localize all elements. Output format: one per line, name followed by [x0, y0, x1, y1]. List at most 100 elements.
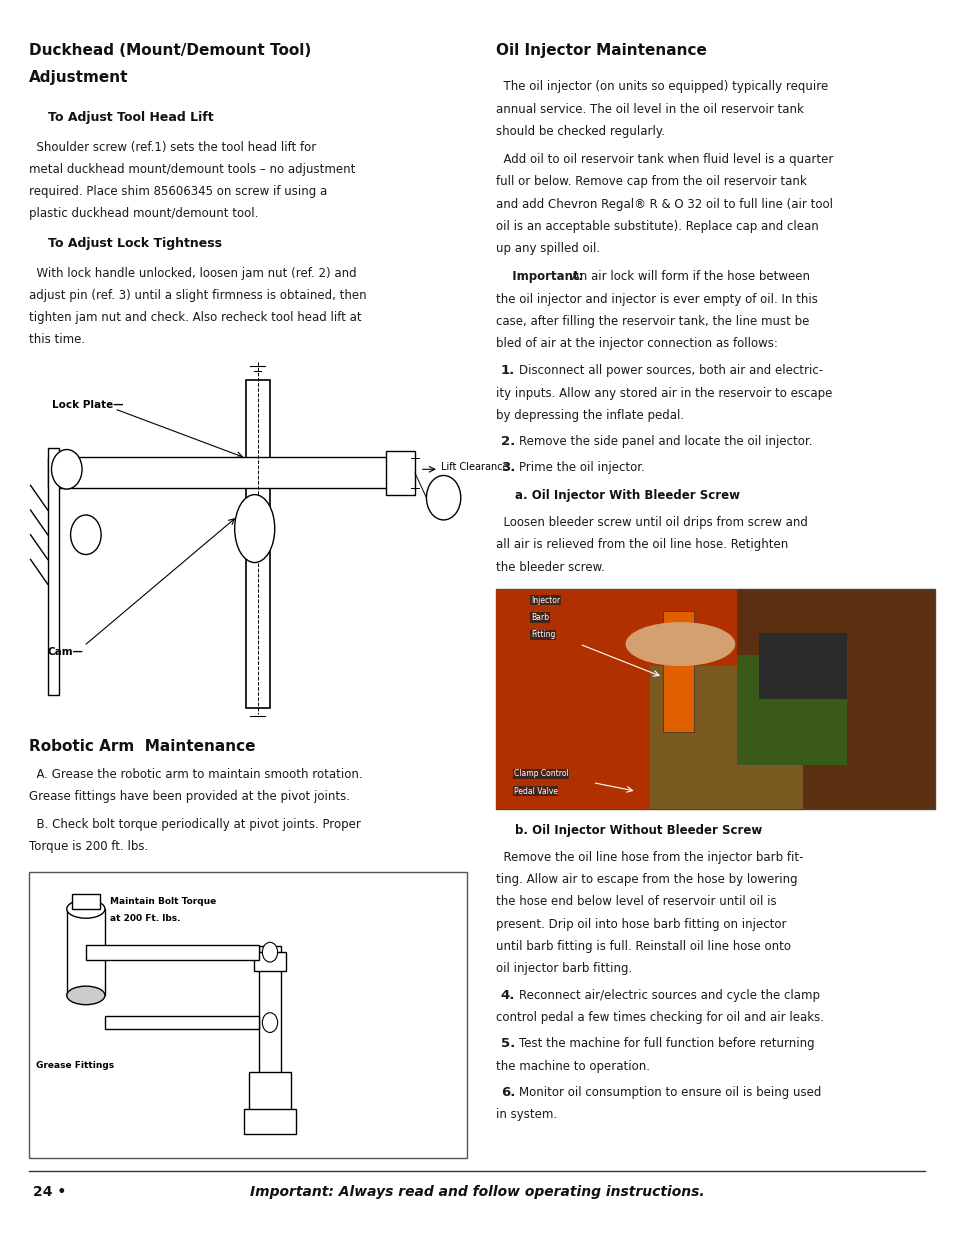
Text: all air is relieved from the oil line hose. Retighten: all air is relieved from the oil line ho…	[496, 538, 787, 552]
Text: annual service. The oil level in the oil reservoir tank: annual service. The oil level in the oil…	[496, 103, 803, 116]
Text: 1: 1	[439, 493, 447, 503]
Text: Disconnect all power sources, both air and electric-: Disconnect all power sources, both air a…	[518, 364, 822, 378]
Text: Duckhead (Mount/Demount Tool): Duckhead (Mount/Demount Tool)	[29, 43, 311, 58]
Text: Fitting: Fitting	[531, 630, 555, 640]
Text: Important: Always read and follow operating instructions.: Important: Always read and follow operat…	[250, 1184, 703, 1199]
Text: Lock Plate—: Lock Plate—	[52, 400, 124, 410]
Text: metal duckhead mount/demount tools – no adjustment: metal duckhead mount/demount tools – no …	[29, 163, 355, 177]
Text: by depressing the inflate pedal.: by depressing the inflate pedal.	[496, 409, 683, 422]
Text: the oil injector and injector is ever empty of oil. In this: the oil injector and injector is ever em…	[496, 293, 817, 306]
Bar	[496, 589, 934, 809]
Text: Lift Clearance: Lift Clearance	[440, 462, 508, 472]
Ellipse shape	[625, 622, 735, 666]
Circle shape	[71, 515, 101, 555]
Text: adjust pin (ref. 3) until a slight firmness is obtained, then: adjust pin (ref. 3) until a slight firmn…	[29, 289, 366, 303]
Text: required. Place shim 85606345 on screw if using a: required. Place shim 85606345 on screw i…	[29, 185, 327, 199]
Circle shape	[262, 1013, 277, 1032]
Text: b. Oil Injector Without Bleeder Screw: b. Oil Injector Without Bleeder Screw	[515, 824, 761, 837]
Text: the bleeder screw.: the bleeder screw.	[496, 561, 604, 574]
Bar	[737, 655, 846, 764]
Text: until barb fitting is full. Reinstall oil line hose onto: until barb fitting is full. Reinstall oi…	[496, 940, 790, 953]
Text: ting. Allow air to escape from the hose by lowering: ting. Allow air to escape from the hose …	[496, 873, 797, 887]
Text: Adjustment: Adjustment	[29, 70, 128, 85]
Text: in system.: in system.	[496, 1108, 557, 1121]
Text: With lock handle unlocked, loosen jam nut (ref. 2) and: With lock handle unlocked, loosen jam nu…	[29, 267, 355, 280]
Text: 4.: 4.	[500, 989, 515, 1003]
Text: tighten jam nut and check. Also recheck tool head lift at: tighten jam nut and check. Also recheck …	[29, 311, 361, 325]
Text: this time.: this time.	[29, 333, 85, 347]
Text: a. Oil Injector With Bleeder Screw: a. Oil Injector With Bleeder Screw	[515, 489, 740, 503]
Text: Injector: Injector	[531, 595, 559, 605]
Text: Robotic Arm  Maintenance: Robotic Arm Maintenance	[29, 739, 254, 753]
Text: 5.: 5.	[500, 1037, 515, 1051]
Text: Grease Fittings: Grease Fittings	[36, 1061, 114, 1071]
Bar	[246, 380, 270, 708]
Text: Remove the oil line hose from the injector barb fit-: Remove the oil line hose from the inject…	[496, 851, 802, 864]
Bar	[48, 448, 59, 695]
Text: oil injector barb fitting.: oil injector barb fitting.	[496, 962, 632, 976]
Text: Prime the oil injector.: Prime the oil injector.	[518, 461, 644, 474]
Text: 2.: 2.	[500, 435, 515, 448]
Text: Pedal Valve: Pedal Valve	[513, 787, 558, 795]
Bar	[649, 666, 802, 809]
Text: Oil Injector Maintenance: Oil Injector Maintenance	[496, 43, 706, 58]
Text: A. Grease the robotic arm to maintain smooth rotation.: A. Grease the robotic arm to maintain sm…	[29, 768, 362, 782]
Bar	[48, 457, 410, 488]
Bar	[253, 952, 286, 971]
Bar	[386, 451, 415, 495]
Text: 24 •: 24 •	[33, 1184, 67, 1199]
Circle shape	[426, 475, 460, 520]
Text: Grease fittings have been provided at the pivot joints.: Grease fittings have been provided at th…	[29, 790, 349, 804]
Text: the hose end below level of reservoir until oil is: the hose end below level of reservoir un…	[496, 895, 776, 909]
Text: bled of air at the injector connection as follows:: bled of air at the injector connection a…	[496, 337, 777, 351]
Circle shape	[262, 942, 277, 962]
Ellipse shape	[67, 900, 105, 919]
Text: To Adjust Tool Head Lift: To Adjust Tool Head Lift	[48, 111, 213, 125]
Text: control pedal a few times checking for oil and air leaks.: control pedal a few times checking for o…	[496, 1011, 823, 1025]
Text: B. Check bolt torque periodically at pivot joints. Proper: B. Check bolt torque periodically at piv…	[29, 818, 360, 831]
Text: 6.: 6.	[500, 1086, 515, 1099]
Text: 2: 2	[63, 464, 71, 474]
Bar	[71, 894, 100, 909]
Text: 1.: 1.	[500, 364, 515, 378]
Bar	[86, 945, 258, 960]
Text: present. Drip oil into hose barb fitting on injector: present. Drip oil into hose barb fitting…	[496, 918, 786, 931]
Text: 3.: 3.	[500, 461, 515, 474]
Text: Maintain Bolt Torque: Maintain Bolt Torque	[110, 897, 215, 905]
Text: Add oil to oil reservoir tank when fluid level is a quarter: Add oil to oil reservoir tank when fluid…	[496, 153, 833, 167]
Text: Reconnect air/electric sources and cycle the clamp: Reconnect air/electric sources and cycle…	[518, 989, 820, 1003]
Ellipse shape	[67, 987, 105, 1005]
Text: Torque is 200 ft. lbs.: Torque is 200 ft. lbs.	[29, 840, 148, 853]
Text: 3: 3	[82, 530, 90, 540]
Bar	[496, 589, 737, 809]
Bar	[249, 1072, 291, 1121]
Text: Cam—: Cam—	[48, 647, 84, 657]
Text: The oil injector (on units so equipped) typically require: The oil injector (on units so equipped) …	[496, 80, 827, 94]
Text: To Adjust Lock Tightness: To Adjust Lock Tightness	[48, 237, 221, 251]
Text: up any spilled oil.: up any spilled oil.	[496, 242, 599, 256]
Text: the machine to operation.: the machine to operation.	[496, 1060, 649, 1073]
Bar	[759, 634, 846, 699]
Text: Important:: Important:	[503, 270, 582, 284]
Text: Loosen bleeder screw until oil drips from screw and: Loosen bleeder screw until oil drips fro…	[496, 516, 807, 530]
Text: Monitor oil consumption to ensure oil is being used: Monitor oil consumption to ensure oil is…	[518, 1086, 821, 1099]
Text: and add Chevron Regal® R & O 32 oil to full line (air tool: and add Chevron Regal® R & O 32 oil to f…	[496, 198, 832, 211]
Bar	[29, 872, 467, 1158]
Text: full or below. Remove cap from the oil reservoir tank: full or below. Remove cap from the oil r…	[496, 175, 806, 189]
Text: Remove the side panel and locate the oil injector.: Remove the side panel and locate the oil…	[518, 435, 812, 448]
Ellipse shape	[234, 495, 274, 563]
Text: An air lock will form if the hose between: An air lock will form if the hose betwee…	[567, 270, 809, 284]
Bar	[244, 1109, 295, 1134]
Bar	[662, 611, 693, 732]
Text: Test the machine for full function before returning: Test the machine for full function befor…	[518, 1037, 814, 1051]
Text: should be checked regularly.: should be checked regularly.	[496, 125, 664, 138]
Circle shape	[51, 450, 82, 489]
Text: plastic duckhead mount/demount tool.: plastic duckhead mount/demount tool.	[29, 207, 257, 221]
Text: oil is an acceptable substitute). Replace cap and clean: oil is an acceptable substitute). Replac…	[496, 220, 818, 233]
Text: Shoulder screw (ref.1) sets the tool head lift for: Shoulder screw (ref.1) sets the tool hea…	[29, 141, 315, 154]
Text: Clamp Control: Clamp Control	[513, 769, 568, 778]
Bar	[67, 909, 105, 995]
Text: case, after filling the reservoir tank, the line must be: case, after filling the reservoir tank, …	[496, 315, 808, 329]
Text: ity inputs. Allow any stored air in the reservoir to escape: ity inputs. Allow any stored air in the …	[496, 387, 832, 400]
Bar	[105, 1016, 258, 1029]
